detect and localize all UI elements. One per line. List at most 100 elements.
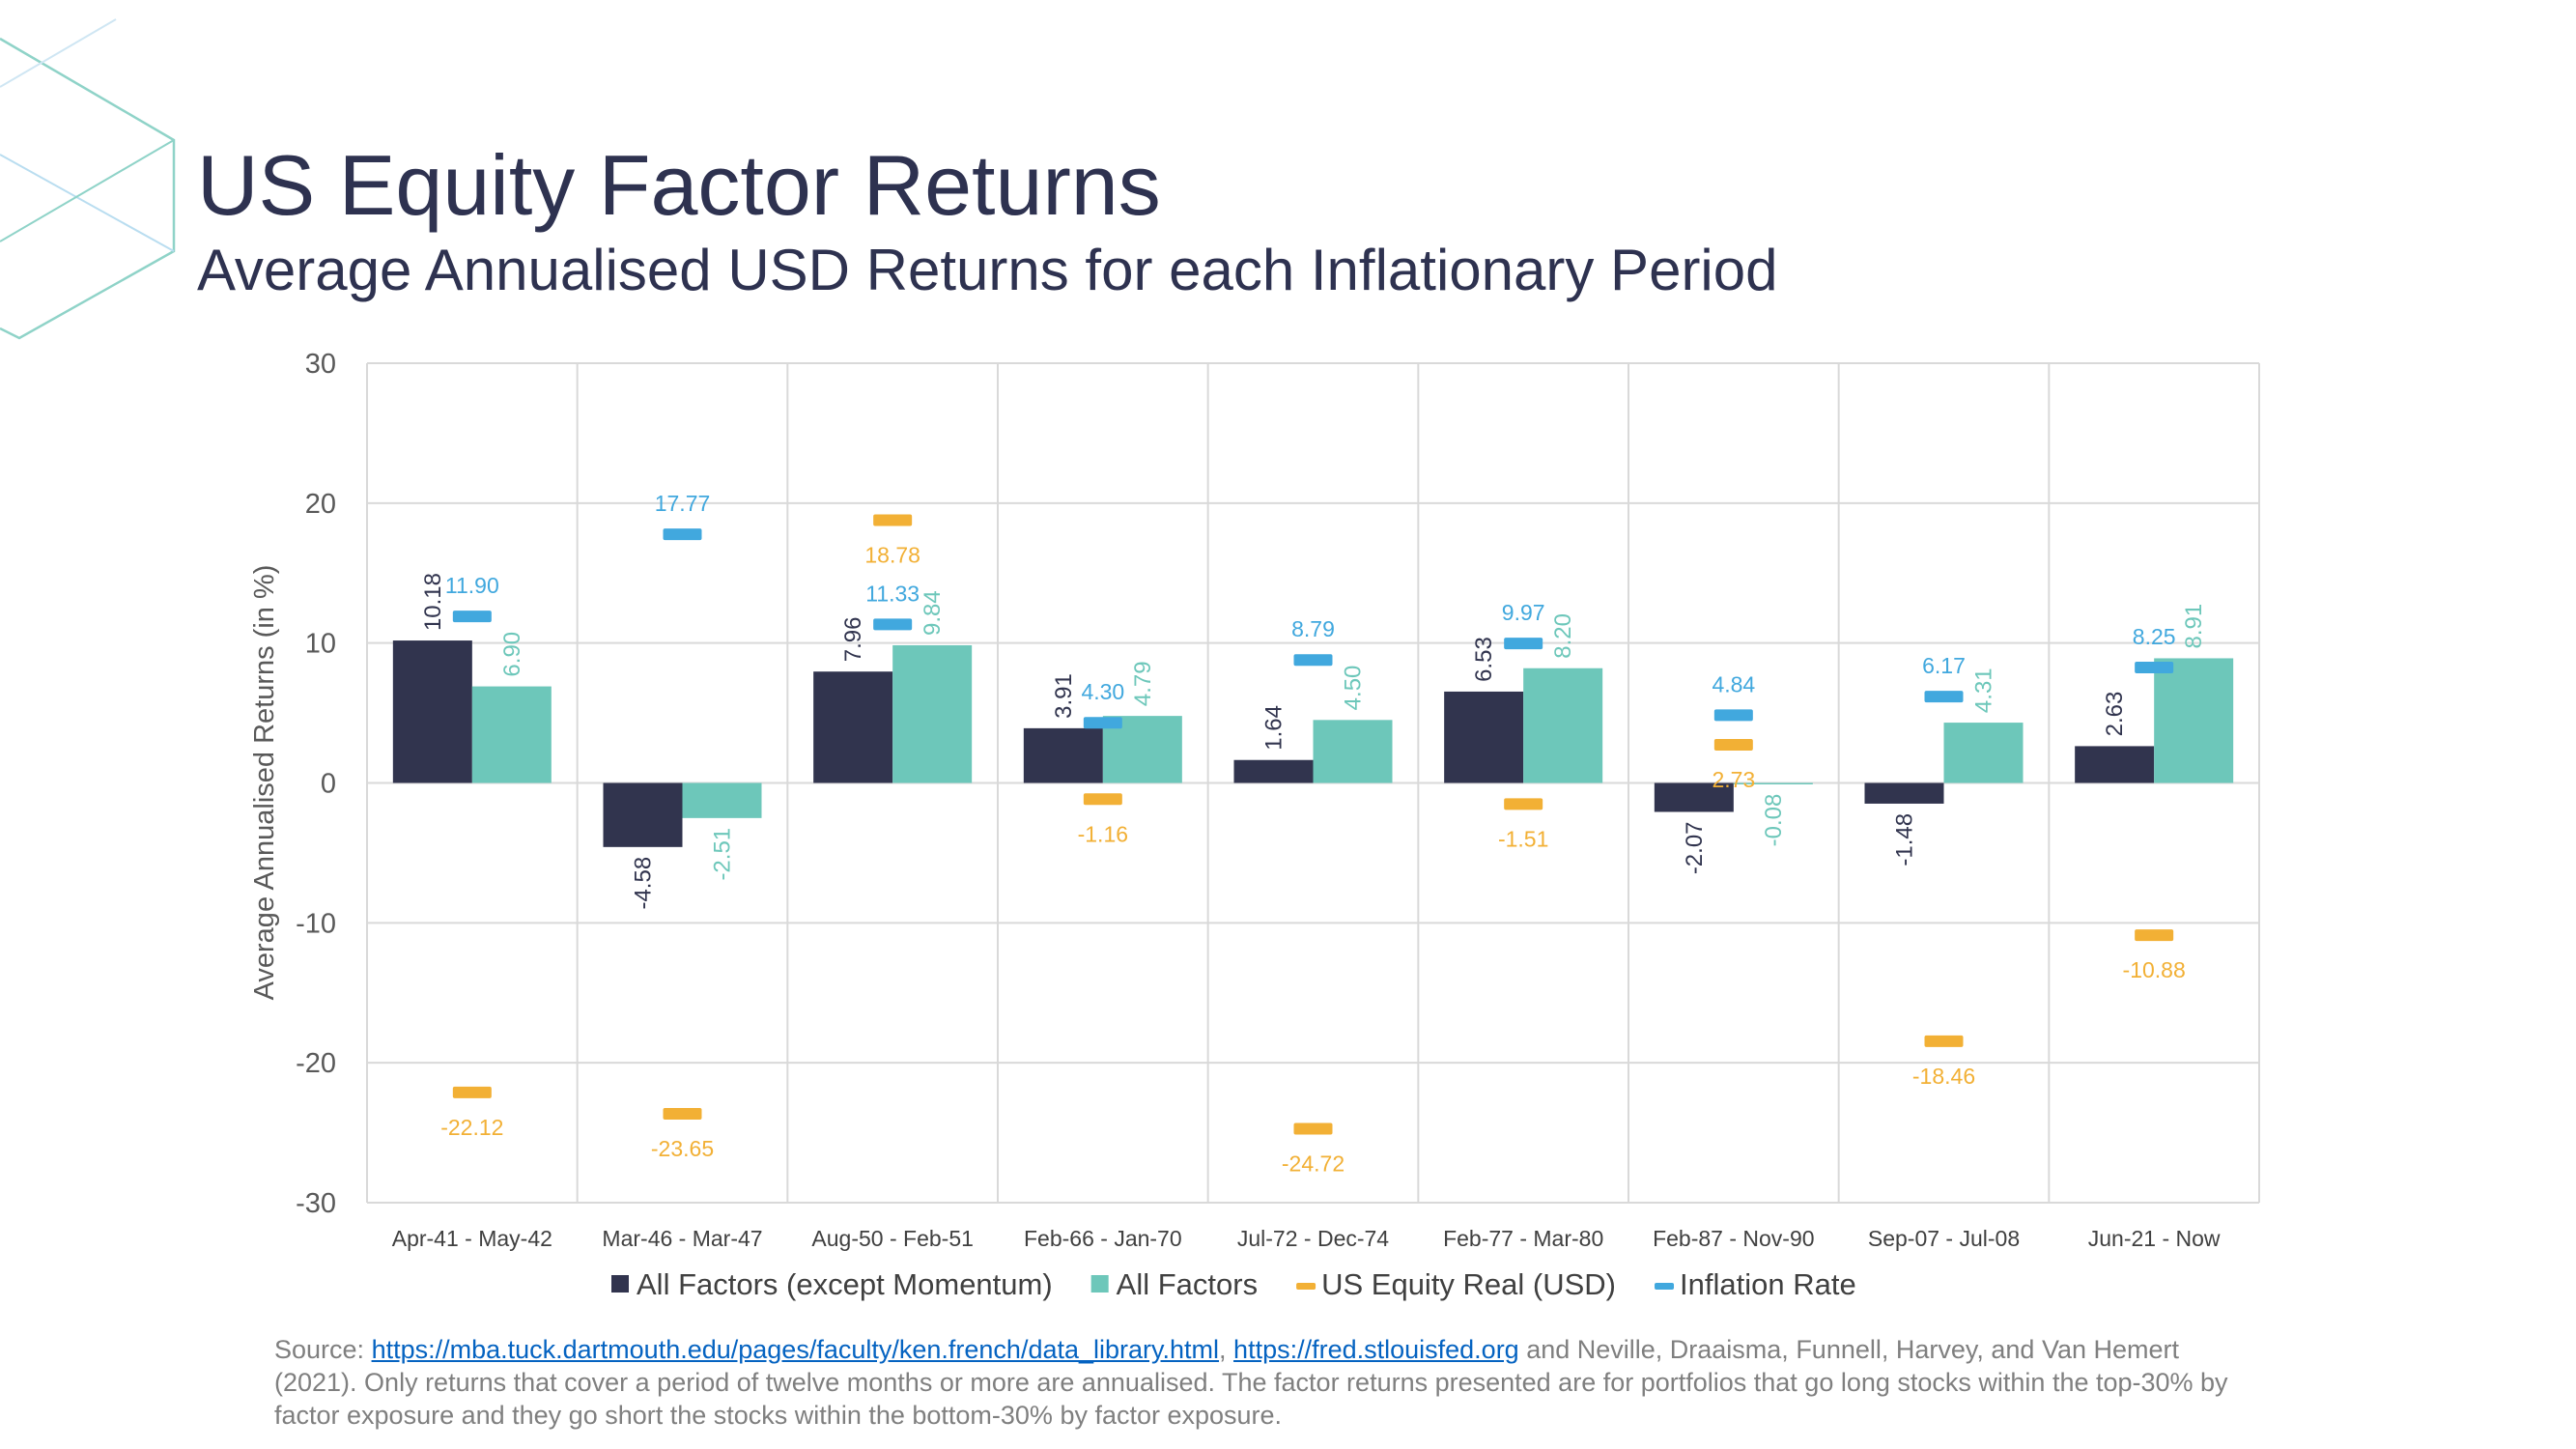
data-label: -2.07 — [1682, 821, 1708, 874]
x-tick-label: Feb-66 - Jan-70 — [1024, 1226, 1182, 1251]
legend-swatch — [611, 1275, 629, 1293]
chart-legend: All Factors (except Momentum) All Factors… — [611, 1267, 1856, 1301]
data-label: -24.72 — [1282, 1151, 1345, 1177]
data-label: 4.31 — [1971, 668, 1997, 713]
bar-all-factors-ex-momentum — [1444, 691, 1524, 783]
source-footnote: Source: https://mba.tuck.dartmouth.edu/p… — [274, 1333, 2254, 1432]
bar-all-factors — [892, 644, 973, 783]
data-label: 4.79 — [1130, 661, 1156, 706]
marker-us-equity-real — [1713, 738, 1753, 751]
y-tick-label: 10 — [305, 629, 336, 660]
legend-swatch — [1655, 1283, 1675, 1290]
marker-inflation-rate — [452, 611, 492, 623]
source-link-french[interactable]: https://mba.tuck.dartmouth.edu/pages/fac… — [371, 1335, 1220, 1364]
x-tick-label: Jun-21 - Now — [2088, 1226, 2221, 1251]
marker-us-equity-real — [1293, 1122, 1333, 1135]
marker-inflation-rate — [663, 528, 702, 541]
source-separator: , — [1219, 1335, 1234, 1364]
marker-inflation-rate — [1924, 691, 1964, 703]
legend-label: All Factors (except Momentum) — [637, 1267, 1053, 1301]
legend-swatch — [1296, 1283, 1316, 1290]
data-label: -4.58 — [631, 857, 657, 910]
marker-us-equity-real — [1083, 793, 1122, 806]
chart-bars — [392, 514, 2234, 1135]
data-label: -22.12 — [440, 1115, 503, 1140]
x-tick-label: Mar-46 - Mar-47 — [602, 1226, 762, 1251]
bar-all-factors-ex-momentum — [392, 640, 472, 783]
data-label: 9.97 — [1502, 600, 1545, 625]
bar-all-factors-ex-momentum — [1023, 727, 1103, 783]
data-label: 4.50 — [1341, 666, 1367, 711]
bar-all-factors — [2154, 658, 2234, 783]
data-label: -1.16 — [1078, 821, 1128, 846]
data-label: 2.73 — [1712, 767, 1755, 792]
marker-inflation-rate — [1504, 638, 1543, 650]
x-tick-label: Aug-50 - Feb-51 — [811, 1226, 973, 1251]
bar-all-factors — [1523, 668, 1603, 783]
legend-swatch — [1090, 1275, 1109, 1293]
marker-inflation-rate — [2135, 662, 2174, 674]
page-title: US Equity Factor Returns — [197, 137, 1161, 233]
x-tick-label: Feb-77 - Mar-80 — [1443, 1226, 1603, 1251]
x-tick-label: Sep-07 - Jul-08 — [1868, 1226, 2020, 1251]
data-label: -1.51 — [1498, 826, 1548, 851]
marker-inflation-rate — [1083, 717, 1122, 729]
bar-all-factors-ex-momentum — [1233, 759, 1314, 783]
bar-all-factors — [682, 782, 762, 818]
y-tick-label: 30 — [305, 349, 336, 380]
bar-all-factors — [1313, 720, 1393, 783]
data-label: -1.48 — [1892, 813, 1918, 867]
data-label: 6.17 — [1922, 653, 1966, 678]
legend-label: US Equity Real (USD) — [1321, 1267, 1616, 1301]
y-tick-label: -10 — [296, 908, 336, 939]
y-tick-label: 20 — [305, 489, 336, 520]
marker-inflation-rate — [1293, 654, 1333, 667]
data-label: 6.53 — [1471, 637, 1497, 682]
data-label: 8.79 — [1291, 616, 1335, 641]
data-label: 7.96 — [840, 616, 866, 662]
data-label: 4.84 — [1712, 671, 1755, 696]
bar-all-factors-ex-momentum — [603, 782, 683, 847]
data-label: -18.46 — [1912, 1064, 1975, 1089]
y-tick-label: 0 — [321, 769, 336, 800]
x-tick-label: Jul-72 - Dec-74 — [1237, 1226, 1389, 1251]
data-label: 18.78 — [864, 543, 920, 568]
x-axis-ticks: Apr-41 - May-42 Mar-46 - Mar-47 Aug-50 - F… — [392, 1226, 2221, 1251]
marker-us-equity-real — [663, 1108, 702, 1121]
data-label: 9.84 — [920, 590, 946, 636]
source-link-fred[interactable]: https://fred.stlouisfed.org — [1233, 1335, 1519, 1364]
marker-inflation-rate — [873, 618, 913, 631]
bar-all-factors-ex-momentum — [813, 671, 893, 783]
y-axis-label: Average Annualised Returns (in %) — [249, 565, 280, 1001]
bar-all-factors-ex-momentum — [2075, 746, 2155, 783]
bar-all-factors — [1733, 782, 1813, 784]
page-subtitle: Average Annualised USD Returns for each … — [197, 238, 1778, 302]
x-tick-label: Feb-87 - Nov-90 — [1653, 1226, 1814, 1251]
data-label: -0.08 — [1761, 794, 1787, 847]
bar-all-factors — [471, 686, 552, 783]
decorative-hexagon-logo — [0, 18, 176, 340]
legend-label: All Factors — [1117, 1267, 1258, 1301]
data-label: 10.18 — [420, 573, 446, 631]
data-label: 3.91 — [1051, 673, 1077, 719]
bar-all-factors — [1943, 723, 2024, 783]
data-label: 6.90 — [499, 632, 525, 677]
source-prefix: Source: — [274, 1335, 372, 1364]
data-label: 8.91 — [2181, 604, 2207, 649]
legend-label: Inflation Rate — [1680, 1267, 1856, 1301]
bar-all-factors-ex-momentum — [1654, 782, 1734, 812]
data-label: 8.25 — [2133, 624, 2176, 649]
marker-us-equity-real — [452, 1086, 492, 1098]
marker-inflation-rate — [1713, 709, 1753, 722]
data-label: -10.88 — [2123, 957, 2186, 982]
data-labels: 10.18 6.90 -22.12 11.90 -4.58 -2.51 -23.65 17.7… — [420, 491, 2207, 1176]
data-label: 2.63 — [2102, 692, 2128, 737]
data-label: 4.30 — [1081, 679, 1124, 704]
data-label: 8.20 — [1550, 613, 1576, 659]
data-label: 1.64 — [1261, 705, 1288, 751]
marker-us-equity-real — [873, 514, 913, 526]
source-text: and Neville, Draaisma, Funnell, Harvey, … — [274, 1335, 2228, 1430]
data-label: -2.51 — [710, 828, 736, 881]
factor-returns-chart: 30 20 10 0 -10 -20 -30 Average Annualised Retu… — [249, 349, 2260, 1301]
marker-us-equity-real — [2135, 929, 2174, 942]
